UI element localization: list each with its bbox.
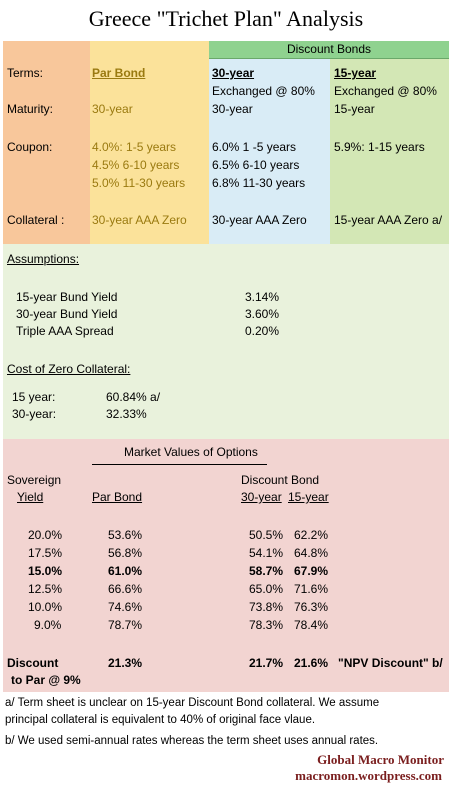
par-bond-heading: Par Bond [92, 66, 146, 80]
discount-30-coupon-3: 6.8% 11-30 years [212, 176, 306, 190]
row-par: 78.7% [108, 618, 143, 632]
assumption-label-2: 30-year Bund Yield [16, 307, 118, 321]
assumptions-section-bg [3, 244, 449, 439]
cost-label-15: 15 year: [12, 390, 56, 404]
cost-value-15: 60.84% a/ [106, 390, 161, 404]
discount-15-exchanged: Exchanged @ 80% [334, 84, 437, 98]
par-coupon-3: 5.0% 11-30 years [92, 176, 186, 190]
discount-bonds-header-bg [209, 41, 449, 59]
par-bond-col-heading: Par Bond [92, 490, 143, 504]
row-d30: 54.1% [249, 546, 284, 560]
assumption-label-1: 15-year Bund Yield [16, 290, 118, 304]
row-yield: 12.5% [28, 582, 63, 596]
sovereign-heading: Sovereign [7, 473, 62, 487]
discount-30-exchanged: Exchanged @ 80% [212, 84, 315, 98]
labels-column-bg [3, 41, 90, 244]
par-bond-column-bg [90, 41, 209, 244]
discount-30-collateral: 30-year AAA Zero [212, 213, 307, 227]
discount-label-2: to Par @ 9% [11, 673, 81, 687]
assumption-value-2: 3.60% [245, 307, 280, 321]
row-d15: 76.3% [294, 600, 329, 614]
discount-30-heading: 30-year [212, 66, 255, 80]
page-title: Greece "Trichet Plan" Analysis [88, 6, 364, 31]
assumption-label-3: Triple AAA Spread [16, 324, 114, 338]
footnote-a-line-1: a/ Term sheet is unclear on 15-year Disc… [5, 697, 380, 709]
cost-of-collateral-heading: Cost of Zero Collateral: [7, 362, 131, 376]
row-d15: 71.6% [294, 582, 329, 596]
discount-bond-heading: Discount Bond [241, 473, 320, 487]
discount-15-maturity: 15-year [334, 102, 375, 116]
discount-30-col-heading: 30-year [241, 490, 282, 504]
row-yield: 17.5% [28, 546, 63, 560]
assumption-value-3: 0.20% [245, 324, 280, 338]
row-d15: 64.8% [294, 546, 329, 560]
discount-30-column-bg [209, 58, 330, 244]
discount-30-coupon-2: 6.5% 6-10 years [212, 158, 300, 172]
assumption-value-1: 3.14% [245, 290, 280, 304]
discount-15-collateral: 15-year AAA Zero a/ [334, 213, 443, 227]
brand-url: macromon.wordpress.com [295, 768, 442, 783]
row-par: 61.0% [108, 564, 143, 578]
row-yield: 9.0% [34, 618, 62, 632]
discount-15-col-heading: 15-year [288, 490, 329, 504]
discount-d15: 21.6% [294, 656, 329, 670]
row-d30: 73.8% [249, 600, 284, 614]
row-d15: 67.9% [294, 564, 329, 578]
par-coupon-1: 4.0%: 1-5 years [92, 140, 177, 154]
footnote-b: b/ We used semi-annual rates whereas the… [5, 735, 379, 747]
par-collateral: 30-year AAA Zero [92, 213, 187, 227]
market-values-heading: Market Values of Options [124, 445, 258, 459]
label-coupon: Coupon: [7, 140, 53, 154]
label-terms: Terms: [7, 66, 43, 80]
row-yield: 15.0% [28, 564, 63, 578]
row-d15: 78.4% [294, 618, 329, 632]
discount-15-coupon: 5.9%: 1-15 years [334, 140, 425, 154]
row-yield: 10.0% [28, 600, 63, 614]
cost-value-30: 32.33% [106, 407, 147, 421]
cost-label-30: 30-year: [12, 407, 57, 421]
row-par: 56.8% [108, 546, 143, 560]
discount-label: Discount [7, 656, 59, 670]
row-d30: 78.3% [249, 618, 284, 632]
row-yield: 20.0% [28, 528, 63, 542]
label-collateral: Collateral : [7, 213, 65, 227]
discount-30-maturity: 30-year [212, 102, 253, 116]
discount-15-column-bg [330, 58, 449, 244]
footnote-a-line-2: principal collateral is equivalent to 40… [5, 714, 316, 726]
row-par: 66.6% [108, 582, 143, 596]
discount-15-heading: 15-year [334, 66, 377, 80]
row-par: 53.6% [108, 528, 143, 542]
par-coupon-2: 4.5% 6-10 years [92, 158, 180, 172]
npv-discount-note: "NPV Discount" b/ [338, 656, 443, 670]
discount-par: 21.3% [108, 656, 143, 670]
row-d30: 58.7% [249, 564, 284, 578]
brand-name: Global Macro Monitor [317, 752, 444, 767]
discount-bonds-header: Discount Bonds [286, 42, 372, 56]
discount-30-coupon-1: 6.0% 1 -5 years [212, 140, 297, 154]
row-par: 74.6% [108, 600, 143, 614]
row-d30: 50.5% [249, 528, 284, 542]
discount-d30: 21.7% [249, 656, 284, 670]
par-maturity: 30-year [92, 102, 133, 116]
assumptions-heading: Assumptions: [7, 252, 80, 266]
row-d15: 62.2% [294, 528, 329, 542]
row-d30: 65.0% [249, 582, 284, 596]
market-values-section-bg [3, 439, 449, 692]
yield-heading: Yield [17, 490, 44, 504]
label-maturity: Maturity: [7, 102, 54, 116]
market-values-rule [92, 464, 267, 465]
